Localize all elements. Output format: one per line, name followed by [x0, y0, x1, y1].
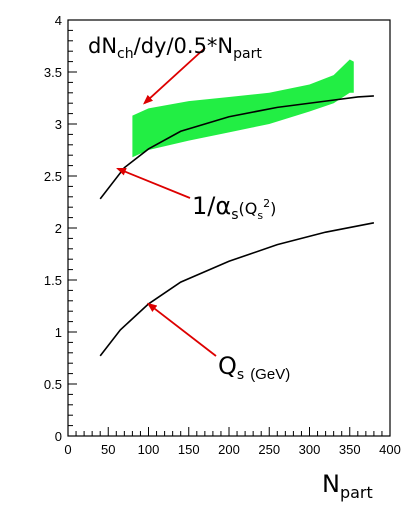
annotation-saturation-scale: Qs (GeV)	[218, 352, 290, 383]
uncertainty-band-layer	[132, 59, 354, 158]
y-tick-label: 0.5	[44, 377, 62, 392]
annotation-arrow	[142, 47, 206, 105]
green-uncertainty-band	[132, 59, 354, 158]
x-tick-label: 400	[379, 442, 401, 457]
series-line-1	[99, 95, 374, 200]
y-tick-label: 3.5	[44, 65, 62, 80]
annotation-multiplicity: dNch/dy/0.5*Npart	[88, 34, 262, 62]
series-line-2	[99, 222, 375, 357]
annotation-layer	[116, 47, 217, 357]
annotation-inverse-alpha: 1/αs(Qs2)	[192, 192, 276, 223]
x-tick-label: 250	[258, 442, 280, 457]
y-tick-label: 2.5	[44, 169, 62, 184]
ticks-layer: 0 50 100 150 200 250 300 350 400 0 0.5 1 1.5 2 2.5 3 3.5…	[44, 13, 401, 457]
y-tick-label: 4	[55, 13, 62, 28]
x-tick-label: 0	[64, 442, 71, 457]
x-tick-label: 200	[218, 442, 240, 457]
x-tick-label: 100	[138, 442, 160, 457]
x-tick-label: 50	[101, 442, 115, 457]
y-tick-label: 1.5	[44, 273, 62, 288]
y-tick-label: 1	[55, 325, 62, 340]
x-axis-label: Npart	[322, 470, 373, 502]
y-tick-label: 2	[55, 221, 62, 236]
annotation-arrow	[146, 302, 217, 357]
annotation-arrow	[116, 167, 191, 199]
y-tick-label: 0	[55, 429, 62, 444]
y-tick-label: 3	[55, 117, 62, 132]
x-tick-label: 300	[299, 442, 321, 457]
series-layer	[99, 95, 375, 357]
x-tick-label: 150	[178, 442, 200, 457]
x-tick-label: 350	[339, 442, 361, 457]
